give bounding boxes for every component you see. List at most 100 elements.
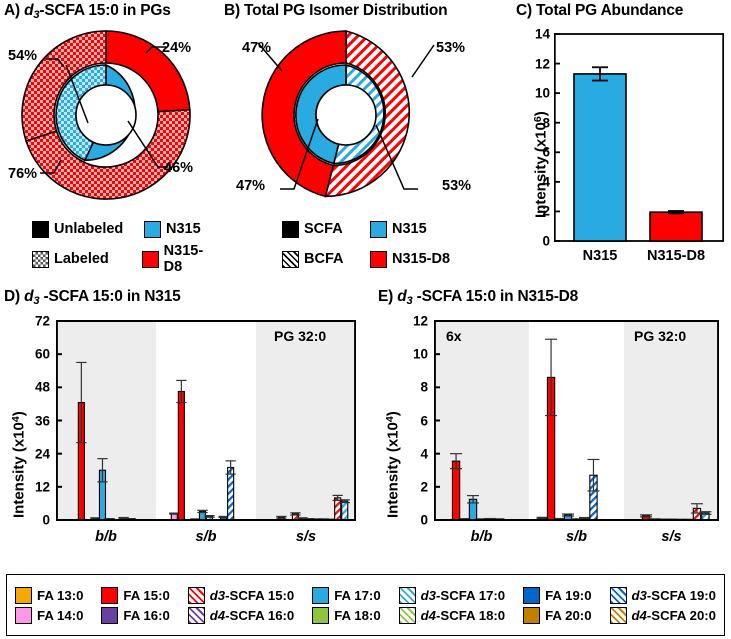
panel-c-title: C) Total PG Abundance: [516, 2, 683, 20]
legend-item-label: d4-SCFA 20:0: [631, 607, 717, 623]
leader-b-47-top: [257, 42, 283, 72]
panel-c-xtick: N315: [582, 248, 618, 264]
legend-swatch-icon: [609, 586, 627, 604]
legend-item-label: d4-SCFA 16:0: [209, 607, 295, 623]
bcfa-swatch-icon: [282, 250, 299, 268]
legend-item-label: FA 16:0: [123, 607, 170, 623]
leader-b-47-bottom: [280, 118, 319, 190]
legend-item-label: FA 18:0: [334, 607, 381, 623]
panel-d: D) d3 -SCFA 15:0 in N315 Intensity (x10 4…: [2, 288, 368, 570]
panel-d-ytick: 72: [34, 313, 50, 329]
panel-d-xtick: b/b: [95, 529, 117, 545]
panel-d-ytick: 24: [34, 446, 50, 462]
panel-e-ytick: 10: [412, 346, 428, 362]
panel-a-donut-hole: [75, 84, 137, 146]
legend-item: FA 16:0: [101, 606, 177, 624]
panel-e-scale-annotation: 6x: [446, 328, 462, 344]
panel-c-ytick: 0: [542, 233, 550, 249]
panel-b-title-text: B) Total PG Isomer Distribution: [224, 2, 448, 19]
legend-item-label: d3-SCFA 15:0: [209, 587, 295, 603]
panel-c-title-text: C) Total PG Abundance: [516, 2, 684, 19]
slice-a-outer-red-check-76: [21, 30, 107, 142]
legend-swatch-icon: [187, 586, 205, 604]
panel-c-plot: [554, 33, 724, 242]
legend-item-label: FA 19:0: [545, 587, 592, 603]
labeled-swatch-icon: [32, 250, 49, 268]
slice-b-outer-red-hatched: [324, 29, 411, 198]
legend-item: FA 20:0: [523, 606, 599, 624]
legend-swatch-icon: [312, 606, 330, 624]
legend-swatch-icon: [101, 586, 119, 604]
legend-b-n315: N315: [370, 220, 427, 238]
leader-a-76: [40, 159, 62, 174]
slice-b-outer-red-solid: [261, 30, 347, 198]
bar-d-s/b-d3-SCFA 17:0: [204, 514, 215, 521]
panel-b: B) Total PG Isomer Distribution: [224, 2, 492, 274]
panel-e-ytick: 4: [420, 446, 428, 462]
panel-b-donut: [257, 29, 435, 198]
legend-item-label: d3-SCFA 19:0: [631, 587, 717, 603]
pct-b-53-top: 53%: [436, 40, 466, 56]
legend-item-label: FA 15:0: [123, 587, 170, 603]
panel-d-xtick: s/b: [195, 529, 217, 545]
legend-a-unlabeled-label: Unlabeled: [54, 221, 124, 237]
legend-a-labeled: Labeled: [32, 250, 142, 268]
panel-e-ytick: 2: [420, 479, 428, 495]
legend-item-label: FA 20:0: [545, 607, 592, 623]
legend-item: d4-SCFA 18:0: [398, 606, 514, 624]
panel-c-bar: [573, 66, 627, 242]
legend-b-n315d8: N315-D8: [370, 250, 450, 268]
panel-c-ytick: 2: [542, 203, 550, 219]
legend-item: d4-SCFA 16:0: [187, 606, 302, 624]
legend-a-n315-label: N315: [166, 221, 201, 237]
panel-c: C) Total PG Abundance Intensity (x106) 0…: [516, 2, 728, 264]
pct-b-53-bottom: 53%: [442, 178, 472, 194]
pct-b-47-bottom: 47%: [236, 178, 266, 194]
panel-e-xtick: b/b: [470, 529, 493, 545]
panel-c-xtick: N315-D8: [646, 248, 706, 264]
pct-b-47-top: 47%: [242, 40, 272, 56]
panel-b-donut-hole: [315, 84, 377, 146]
panel-e-plot: [434, 320, 719, 521]
panel-d-ytick: 12: [34, 479, 50, 495]
panel-e-ytick: 0: [420, 512, 428, 528]
series-legend: FA 13:0 FA 15:0 d3-SCFA 15:0 FA 17:0 d3-SCFA…: [6, 574, 725, 636]
legend-item: d3-SCFA 19:0: [609, 586, 725, 604]
scfa-swatch-icon: [282, 220, 299, 238]
panel-d-ytick: 60: [34, 346, 50, 362]
panel-e-ytick: 8: [420, 379, 428, 395]
legend-a-n315d8-label: N315-D8: [163, 243, 204, 275]
legend-swatch-icon: [398, 586, 416, 604]
leader-a-46: [127, 120, 168, 168]
panel-c-ytick: 8: [542, 115, 550, 131]
legend-item: FA 15:0: [101, 586, 177, 604]
legend-item-label: FA 14:0: [37, 607, 84, 623]
legend-item: d3-SCFA 17:0: [398, 586, 514, 604]
bar-e-s/s-FA 15:0: [640, 514, 653, 521]
panel-e-ytick: 12: [412, 313, 428, 329]
legend-b-n315-label: N315: [392, 221, 427, 237]
leader-b-53-top: [411, 44, 435, 78]
legend-item-label: d3-SCFA 17:0: [420, 587, 506, 603]
legend-swatch-icon: [312, 586, 330, 604]
legend-item: FA 14:0: [15, 606, 91, 624]
unlabeled-swatch-icon: [32, 220, 49, 238]
panel-c-ytick: 12: [534, 56, 550, 72]
n315-d8-swatch-icon-b: [370, 250, 387, 268]
panel-d-ytick: 36: [34, 413, 50, 428]
pct-a-46: 46%: [164, 160, 194, 176]
pct-a-76: 76%: [8, 166, 38, 182]
leader-a-54b: [65, 64, 89, 124]
panel-a-title: A) d3-SCFA 15:0 in PGs: [4, 2, 171, 21]
legend-a-n315d8: N315-D8: [141, 243, 220, 275]
n315-d8-swatch-icon: [141, 250, 159, 268]
panel-c-ytick: 4: [542, 174, 550, 190]
legend-item: FA 17:0: [312, 586, 388, 604]
legend-item-label: FA 13:0: [37, 587, 84, 603]
legend-b-bcfa: BCFA: [282, 250, 370, 268]
legend-item: FA 18:0: [312, 606, 388, 624]
legend-b-scfa-label: SCFA: [304, 221, 343, 237]
legend-item: FA 13:0: [15, 586, 91, 604]
pct-a-24: 24%: [162, 40, 192, 56]
legend-item-label: d4-SCFA 18:0: [420, 607, 506, 623]
